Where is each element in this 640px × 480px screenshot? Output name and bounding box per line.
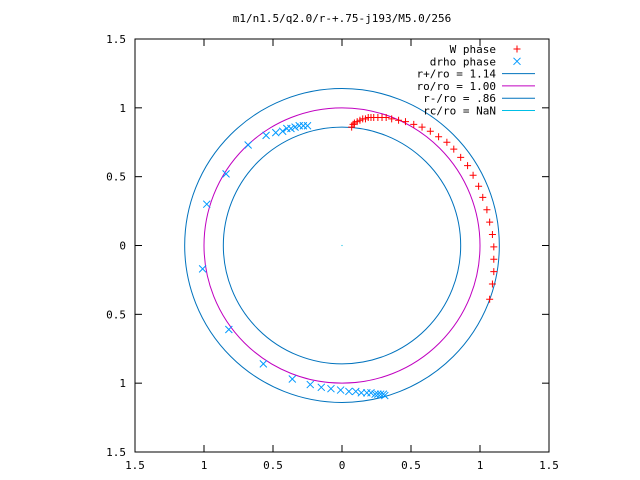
x-tick-label-2: 0.5 [263,459,283,472]
circle-0 [184,88,500,403]
chart-title: m1/n1.5/q2.0/r-+.75-j193/M5.0/256 [233,12,452,25]
point-1-7 [271,128,280,137]
point-0-21 [450,145,458,153]
point-1-25 [371,390,379,399]
point-1-15 [288,375,297,383]
legend-label-2: r+/ro = 1.14 [417,68,497,81]
point-1-8 [262,131,270,140]
point-0-20 [443,138,451,146]
legend-label-0: W phase [450,43,496,56]
point-0-17 [418,123,426,131]
x-tick-label-1: 1 [201,459,208,472]
point-0-32 [490,268,498,276]
center-point [341,244,343,247]
point-0-24 [469,171,477,179]
point-1-12 [198,265,207,273]
point-0-30 [490,243,498,251]
point-1-20 [345,387,353,396]
point-1-3 [291,123,299,131]
y-tick-label-5: 1 [119,377,126,390]
point-1-14 [259,360,268,368]
y-tick-label-2: 0.5 [106,171,126,184]
point-0-1 [349,120,357,128]
point-0-23 [464,162,472,170]
legend-key-1 [513,57,521,66]
point-1-6 [278,127,287,136]
y-tick-label-6: 1.5 [106,446,126,459]
y-tick-label-3: 0 [119,240,126,253]
x-tick-label-5: 1 [477,459,484,472]
point-0-31 [490,255,498,263]
point-1-16 [306,380,315,389]
legend-label-3: ro/ro = 1.00 [417,80,496,93]
legend-label-1: drho phase [430,55,496,68]
point-0-15 [401,118,409,126]
x-tick-label-0: 1.5 [125,459,145,472]
point-1-13 [224,325,233,334]
legend-key-0 [513,45,521,53]
point-1-10 [222,170,230,178]
point-0-14 [395,116,403,124]
reference-circles [184,88,500,403]
point-1-2 [295,121,304,130]
point-1-0 [303,121,312,130]
point-0-19 [435,133,443,141]
point-1-29 [380,391,389,400]
x-tick-label-3: 0 [339,459,346,472]
point-0-13 [388,115,396,123]
legend-label-5: rc/ro = NaN [423,105,496,118]
axis-ticks: 1.5 1 0.5 0 0.5 1 1.51.510.500.511.5 [106,33,559,472]
point-1-11 [202,200,211,209]
data-points [198,113,498,400]
point-0-18 [426,127,434,135]
point-0-22 [457,153,465,161]
point-1-1 [299,121,308,130]
point-1-17 [317,383,326,392]
x-tick-label-4: 0.5 [401,459,421,472]
circle-2 [222,126,462,365]
point-1-19 [336,386,345,394]
circle-1 [203,107,481,384]
point-0-27 [483,206,491,214]
point-1-26 [374,390,382,399]
point-0-26 [479,193,487,201]
x-tick-label-6: 1.5 [539,459,559,472]
point-0-29 [488,230,496,238]
y-tick-label-4: 0.5 [106,308,126,321]
point-0-28 [486,218,494,226]
point-1-24 [367,388,375,397]
y-tick-label-1: 1 [119,102,126,115]
point-1-27 [376,390,385,399]
point-0-12 [382,113,390,121]
point-0-25 [475,182,483,190]
point-0-16 [410,120,418,128]
point-1-23 [362,388,371,397]
point-0-34 [486,295,494,303]
point-0-33 [488,280,496,288]
point-1-22 [357,388,366,397]
point-1-5 [282,124,291,133]
legend-label-4: r-/ro = .86 [423,92,496,105]
point-1-9 [244,141,253,149]
point-1-18 [327,384,335,393]
y-tick-label-0: 1.5 [106,33,126,46]
point-1-21 [351,387,360,396]
